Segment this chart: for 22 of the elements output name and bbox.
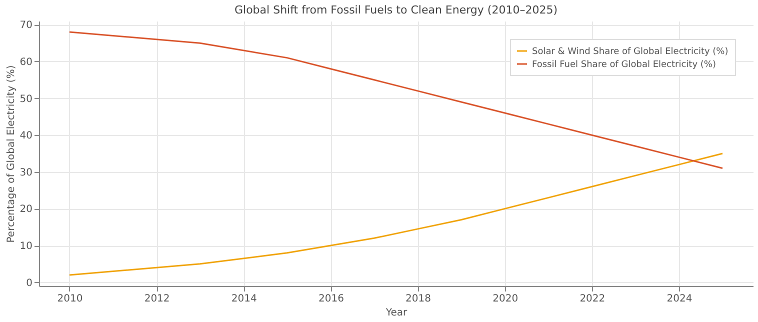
- y-tick-label: 20: [20, 204, 32, 216]
- y-tick-label: 0: [26, 278, 32, 289]
- y-axis-title: Percentage of Global Electricity (%): [6, 65, 17, 243]
- x-tick-label: 2022: [580, 294, 606, 304]
- y-tick-label: 60: [20, 56, 32, 68]
- line-series: [68, 152, 724, 276]
- x-tick-label: 2012: [144, 294, 170, 304]
- y-tick-label: 10: [20, 241, 32, 252]
- legend-label: Fossil Fuel Share of Global Electricity (%): [532, 60, 716, 70]
- chart-title: Global Shift from Fossil Fuels to Clean Energy (2010–2025): [234, 4, 558, 17]
- y-tick-label: 70: [20, 20, 32, 32]
- x-tick-label: 2014: [231, 294, 257, 304]
- x-tick-label: 2024: [666, 294, 692, 304]
- x-tick-label: 2020: [492, 294, 518, 304]
- y-tick-label: 40: [20, 130, 32, 142]
- x-tick-label: 2016: [318, 294, 344, 304]
- x-tick-label: 2018: [406, 294, 431, 304]
- x-axis-title: Year: [384, 308, 408, 318]
- y-tick-label: 50: [20, 94, 32, 105]
- x-tick-label: 2010: [57, 294, 83, 304]
- legend-label: Solar & Wind Share of Global Electricity (%): [532, 47, 728, 57]
- y-tick-label: 30: [20, 167, 32, 178]
